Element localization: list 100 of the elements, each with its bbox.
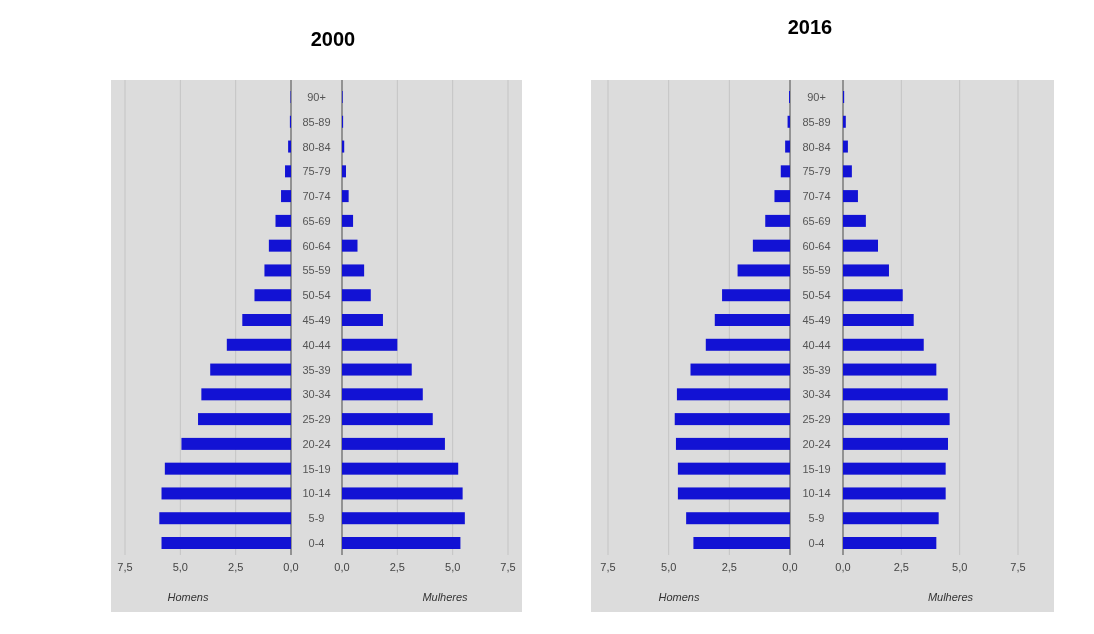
x-tick-label: 2,5 [721, 561, 737, 573]
x-tick-label: 5,0 [661, 561, 677, 573]
bar [677, 487, 790, 500]
bar [780, 165, 790, 178]
y-tick-label: 50-54 [802, 289, 831, 302]
bar [765, 214, 790, 227]
y-tick-label: 15-19 [302, 462, 331, 475]
bar [843, 314, 914, 326]
bar [281, 190, 291, 203]
bar [674, 413, 790, 426]
y-tick-label: 35-39 [302, 363, 331, 376]
x-tick-label: 2,5 [228, 561, 244, 573]
text: 2000 [310, 28, 356, 50]
bar [164, 462, 291, 475]
bar [705, 338, 790, 351]
y-tick-label: 90+ [307, 91, 326, 103]
y-tick-label: 80-84 [302, 140, 331, 153]
bar [737, 264, 790, 277]
bar [843, 214, 866, 227]
bar [342, 190, 349, 203]
x-tick-label: 5,0 [952, 561, 968, 573]
y-tick-label: 70-74 [302, 190, 331, 203]
bar [181, 437, 291, 450]
bar [843, 239, 878, 252]
y-tick-label: 60-64 [302, 239, 331, 252]
bar [843, 487, 946, 500]
bar [342, 487, 463, 500]
bar [342, 363, 412, 376]
bar [342, 413, 433, 426]
bar [264, 264, 291, 277]
bar [676, 388, 790, 401]
x-axis-title: Mulheres [422, 591, 469, 603]
y-tick-label: 30-34 [302, 388, 331, 401]
y-tick-label: 10-14 [302, 487, 331, 500]
bar [785, 140, 790, 153]
bar [342, 537, 461, 549]
y-tick-label: 40-44 [302, 338, 331, 351]
y-tick-label: 15-19 [802, 462, 831, 475]
y-tick-label: 70-74 [802, 190, 831, 203]
bar [288, 140, 291, 153]
x-tick-label: 5,0 [445, 561, 461, 573]
x-tick-label: 7,5 [600, 561, 616, 573]
bar [843, 512, 939, 525]
bar [342, 289, 371, 302]
y-tick-label: 85-89 [302, 115, 331, 128]
y-tick-label: 10-14 [802, 487, 831, 500]
y-tick-label: 55-59 [802, 264, 831, 277]
bar [675, 437, 790, 450]
x-tick-label: 7,5 [500, 561, 516, 573]
y-tick-label: 55-59 [302, 264, 331, 277]
y-tick-label: 0-4 [308, 537, 325, 549]
y-tick-label: 60-64 [802, 239, 831, 252]
x-tick-label: 2,5 [389, 561, 405, 573]
y-tick-label: 30-34 [802, 388, 831, 401]
bar [342, 462, 459, 475]
y-tick-label: 45-49 [302, 314, 331, 326]
bar [843, 388, 948, 401]
x-tick-label: 7,5 [117, 561, 133, 573]
bar [843, 338, 924, 351]
bar [693, 537, 790, 549]
bar [268, 239, 291, 252]
x-tick-label: 0,0 [334, 561, 350, 573]
bar [275, 214, 291, 227]
y-tick-label: 20-24 [302, 437, 331, 450]
bar [342, 214, 354, 227]
x-tick-label: 0,0 [835, 561, 851, 573]
bar [843, 165, 852, 178]
bar [843, 462, 946, 475]
bar [843, 413, 950, 426]
y-tick-label: 5-9 [808, 512, 825, 525]
y-tick-label: 40-44 [802, 338, 831, 351]
x-axis-title: Homens [167, 591, 209, 603]
y-tick-label: 0-4 [808, 537, 825, 549]
bar [686, 512, 790, 525]
bar [159, 512, 291, 525]
x-tick-label: 7,5 [1010, 561, 1026, 573]
bar [843, 115, 846, 128]
y-tick-label: 65-69 [302, 214, 331, 227]
y-tick-label: 85-89 [802, 115, 831, 128]
x-tick-label: 5,0 [172, 561, 188, 573]
y-tick-label: 20-24 [802, 437, 831, 450]
bar [342, 165, 346, 178]
bar [843, 140, 848, 153]
bar [677, 462, 790, 475]
bar [342, 512, 465, 525]
y-tick-label: 45-49 [802, 314, 831, 326]
bar [201, 388, 291, 401]
bar [722, 289, 790, 302]
bar [198, 413, 291, 426]
y-tick-label: 75-79 [802, 165, 831, 178]
bar [342, 239, 358, 252]
bar [285, 165, 291, 178]
bar [342, 437, 445, 450]
chart-title: 2016 [787, 16, 833, 38]
y-tick-label: 25-29 [802, 413, 831, 426]
bar [226, 338, 291, 351]
y-tick-label: 90+ [807, 91, 826, 103]
y-tick-label: 80-84 [802, 140, 831, 153]
bar [242, 314, 291, 326]
bar [843, 190, 858, 203]
